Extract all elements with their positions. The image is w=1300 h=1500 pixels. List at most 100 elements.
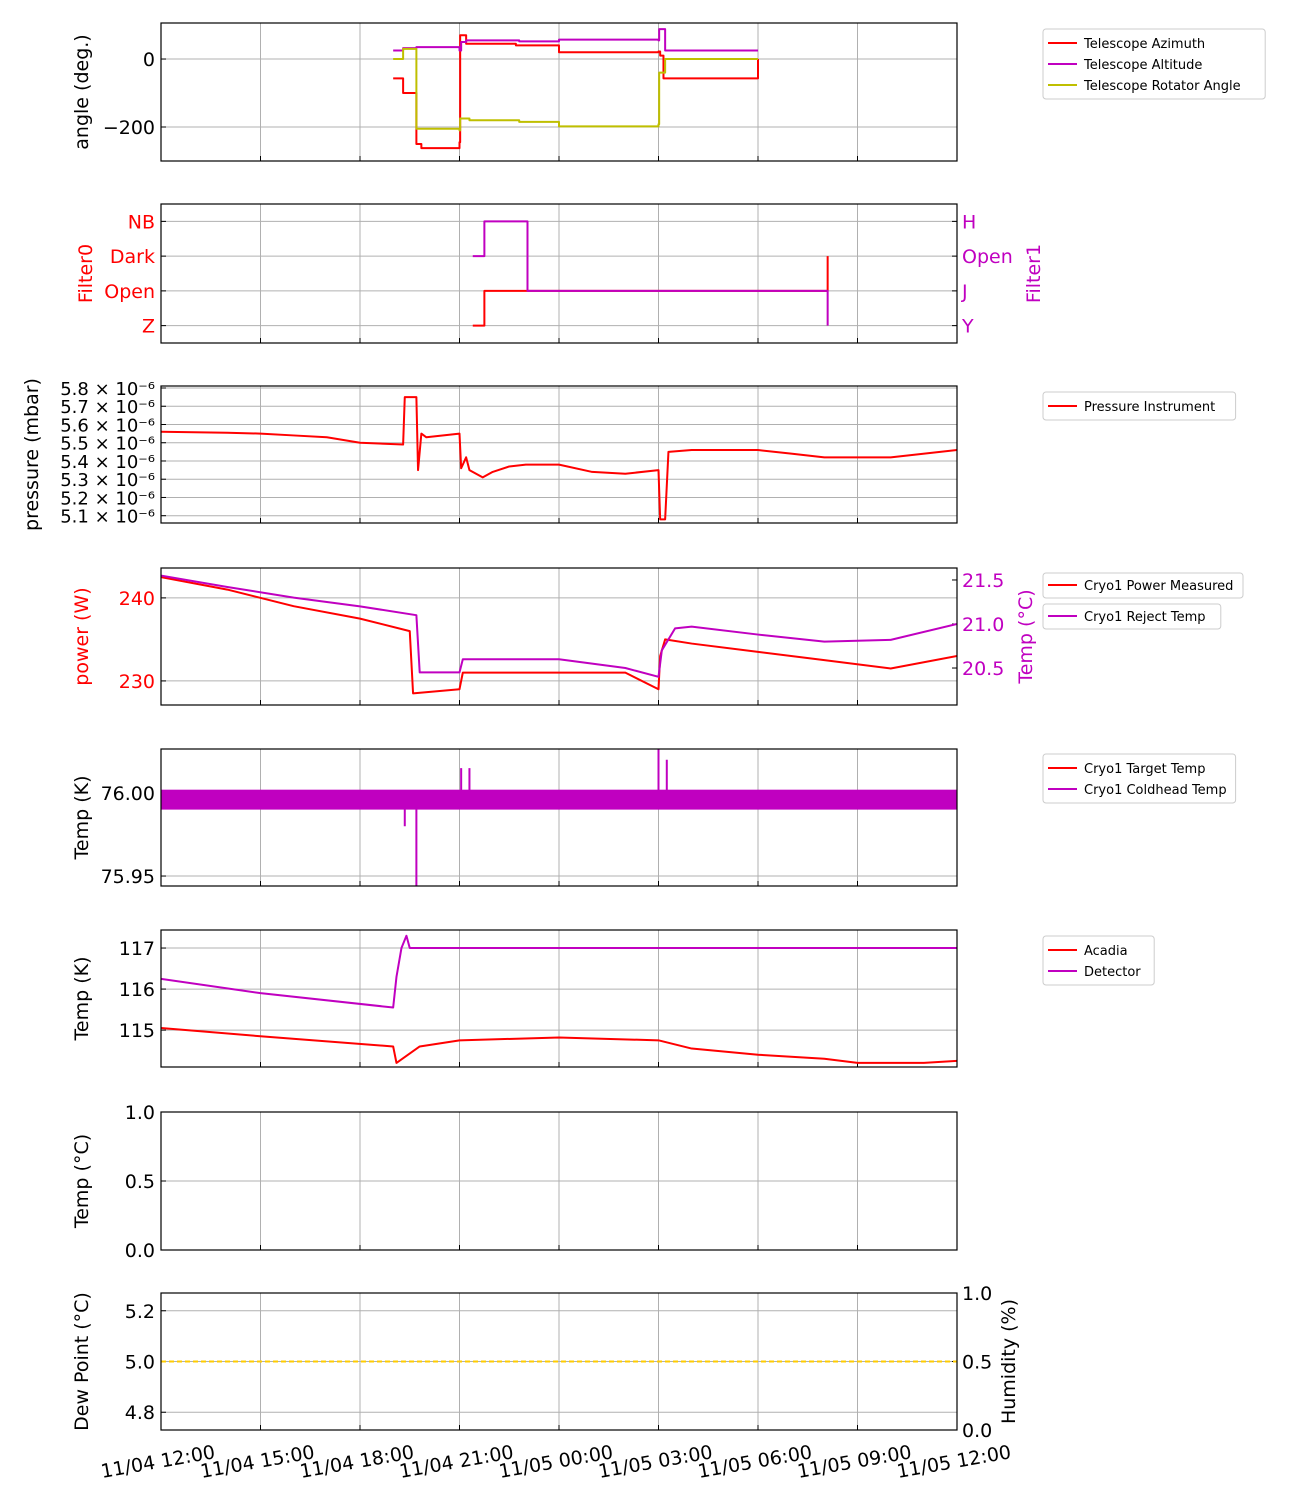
y-tick-label: −200: [103, 117, 155, 139]
y-tick-label: 5.1 × 10⁻⁶: [60, 507, 155, 528]
series-group: [161, 574, 957, 695]
y-tick-label: Open: [104, 281, 155, 303]
legend-entry: Pressure Instrument: [1084, 400, 1215, 415]
y-axis-right-label: Temp (°C): [1015, 589, 1037, 684]
series-line-filter1: [472, 220, 829, 326]
y-axis-label: Temp (°C): [71, 1134, 93, 1229]
y-axis-label: Temp (K): [71, 776, 93, 861]
series-group: [161, 934, 957, 1064]
axes-frame: [160, 22, 958, 162]
y-right-tick-label: 0.5: [962, 1352, 992, 1374]
legend: Pressure Instrument: [1042, 391, 1237, 421]
axes-frame: [160, 929, 958, 1068]
axes-frame: [160, 203, 958, 344]
y-tick-label: 0: [143, 49, 155, 71]
y-right-tick-label: 21.0: [962, 614, 1004, 636]
y-right-tick-label: 1.0: [962, 1283, 992, 1305]
panel-3: 5.8 × 10⁻⁶5.7 × 10⁻⁶5.6 × 10⁻⁶5.5 × 10⁻⁶…: [21, 378, 1237, 531]
legend-entry: Telescope Rotator Angle: [1083, 79, 1241, 94]
y-tick-label: 0.0: [125, 1240, 155, 1262]
series-line-telescope-altitude: [393, 28, 758, 52]
y-axis-label: Temp (K): [71, 957, 93, 1042]
legend-box: [1042, 753, 1237, 804]
y-right-tick-label: 20.5: [962, 658, 1004, 680]
y-right-tick-label: Y: [961, 316, 974, 338]
y-tick-label: 230: [119, 671, 155, 693]
series-group: [393, 28, 759, 150]
y-tick-label: 5.8 × 10⁻⁶: [60, 379, 155, 400]
legend-entry: Telescope Altitude: [1083, 58, 1202, 73]
panel-2: Z Open Dark NB YJ Open H Filter0 Filter1: [75, 203, 1045, 344]
y-tick-label: 5.2 × 10⁻⁶: [60, 488, 155, 509]
y-tick-label: 5.7 × 10⁻⁶: [60, 397, 155, 418]
series-line-telescope-azimuth: [393, 34, 759, 150]
legend-entry: Acadia: [1084, 944, 1128, 959]
legend-box: [1042, 935, 1155, 986]
y-right-tick-label: Open: [962, 246, 1013, 268]
series-line-telescope-rotator-angle: [393, 47, 758, 132]
y-tick-label: NB: [128, 211, 155, 233]
legend-entry: Cryo1 Target Temp: [1084, 762, 1205, 777]
series-line-cryo1-coldhead-temp: [403, 749, 668, 886]
panel-7: 1.0 0.5 0.0 Temp (°C): [71, 1102, 958, 1262]
axes-frame: [160, 748, 958, 887]
series-line-cryo1-power-measured: [161, 576, 957, 695]
legend: Cryo1 Target Temp Cryo1 Coldhead Temp: [1042, 753, 1237, 804]
axes-frame: [160, 385, 958, 524]
y-axis-label: Filter0: [75, 244, 97, 303]
axes-frame: [160, 1292, 958, 1431]
y-axis-label: power (W): [71, 587, 93, 685]
y-tick-label: 0.5: [125, 1171, 155, 1193]
series-line-detector: [161, 934, 957, 1009]
series-group: [161, 749, 957, 886]
y-tick-label: 5.4 × 10⁻⁶: [60, 452, 155, 473]
y-tick-label: 75.95: [101, 866, 155, 888]
series-line-cryo1-reject-temp: [161, 574, 957, 678]
legend-entry: Telescope Azimuth: [1083, 37, 1205, 52]
y-axis-label: Dew Point (°C): [71, 1292, 93, 1431]
legend-entry: Cryo1 Reject Temp: [1084, 610, 1206, 625]
y-axis-right-label: Humidity (%): [998, 1299, 1020, 1424]
y-axis-label: pressure (mbar): [21, 378, 43, 531]
legend-entry: Detector: [1084, 965, 1141, 980]
x-tick-label: 11/05 12:00: [895, 1441, 1013, 1483]
y-tick-label: 115: [119, 1020, 155, 1042]
series-band: [161, 789, 957, 810]
y-right-tick-label: 0.0: [962, 1420, 992, 1442]
series-group: [472, 220, 829, 327]
y-axis-right-label: Filter1: [1023, 244, 1045, 303]
series-line-pressure-instrument: [161, 396, 957, 521]
legend: Acadia Detector: [1042, 935, 1155, 986]
legend-entry: Cryo1 Power Measured: [1084, 579, 1233, 594]
y-tick-label: 116: [119, 979, 155, 1001]
y-tick-label: 76.00: [101, 783, 155, 805]
y-tick-label: 5.2: [125, 1301, 155, 1323]
legend-box: [1042, 603, 1222, 630]
series-line-filter0: [472, 256, 829, 327]
y-tick-label: 117: [119, 938, 155, 960]
y-right-tick-label: J: [961, 281, 968, 303]
legend: Telescope Azimuth Telescope Altitude Teles…: [1042, 28, 1266, 100]
legend-box: [1042, 28, 1266, 100]
y-tick-label: 5.6 × 10⁻⁶: [60, 415, 155, 436]
axes-frame: [160, 567, 958, 706]
y-right-tick-label: 21.5: [962, 570, 1004, 592]
y-right-tick-label: H: [962, 211, 976, 233]
legend: Cryo1 Power Measured Cryo1 Reject Temp: [1042, 572, 1244, 630]
legend-box: [1042, 572, 1244, 599]
panel-6: 117 116 115 Temp (K) Acadia Detector: [71, 929, 1155, 1068]
y-tick-label: Z: [142, 316, 155, 338]
legend-box: [1042, 391, 1237, 421]
y-tick-label: 5.0: [125, 1352, 155, 1374]
y-tick-label: 1.0: [125, 1102, 155, 1124]
legend-entry: Cryo1 Coldhead Temp: [1084, 783, 1227, 798]
series-line-acadia: [161, 1027, 957, 1064]
y-tick-label: 4.8: [125, 1402, 155, 1424]
y-tick-label: Dark: [110, 246, 155, 268]
series-group: [161, 396, 957, 521]
axes-frame: [160, 1111, 958, 1251]
